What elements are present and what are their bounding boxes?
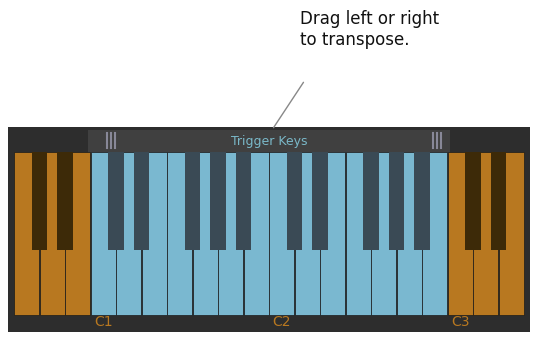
Bar bbox=[389, 152, 404, 250]
Text: Drag left or right
to transpose.: Drag left or right to transpose. bbox=[300, 10, 439, 49]
Bar bbox=[88, 130, 450, 154]
Bar bbox=[236, 152, 251, 250]
Bar bbox=[244, 152, 268, 315]
Bar bbox=[414, 152, 430, 250]
Bar bbox=[499, 152, 523, 315]
Bar bbox=[397, 152, 422, 315]
Bar bbox=[142, 152, 167, 315]
Bar bbox=[473, 152, 498, 315]
Bar bbox=[346, 152, 371, 315]
Bar bbox=[32, 152, 47, 250]
Bar bbox=[491, 152, 506, 250]
Text: C2: C2 bbox=[273, 315, 291, 329]
Bar bbox=[134, 152, 149, 250]
Bar bbox=[218, 152, 243, 315]
Bar bbox=[210, 152, 225, 250]
Bar bbox=[91, 152, 116, 315]
Text: C1: C1 bbox=[94, 315, 112, 329]
Bar bbox=[58, 152, 73, 250]
Bar bbox=[15, 152, 39, 315]
Bar bbox=[185, 152, 200, 250]
Bar bbox=[65, 152, 90, 315]
Bar bbox=[448, 152, 473, 315]
Bar bbox=[313, 152, 328, 250]
Bar bbox=[167, 152, 192, 315]
Bar bbox=[371, 152, 396, 315]
Bar bbox=[422, 152, 447, 315]
Bar bbox=[465, 152, 480, 250]
Text: C3: C3 bbox=[451, 315, 470, 329]
Bar bbox=[193, 152, 218, 315]
Bar bbox=[8, 127, 530, 332]
Bar bbox=[116, 152, 141, 315]
Bar bbox=[287, 152, 302, 250]
Bar bbox=[363, 152, 379, 250]
Bar bbox=[295, 152, 320, 315]
Bar bbox=[320, 152, 345, 315]
Bar bbox=[40, 152, 65, 315]
Text: Trigger Keys: Trigger Keys bbox=[231, 136, 307, 149]
Bar bbox=[270, 152, 294, 315]
Bar bbox=[108, 152, 124, 250]
